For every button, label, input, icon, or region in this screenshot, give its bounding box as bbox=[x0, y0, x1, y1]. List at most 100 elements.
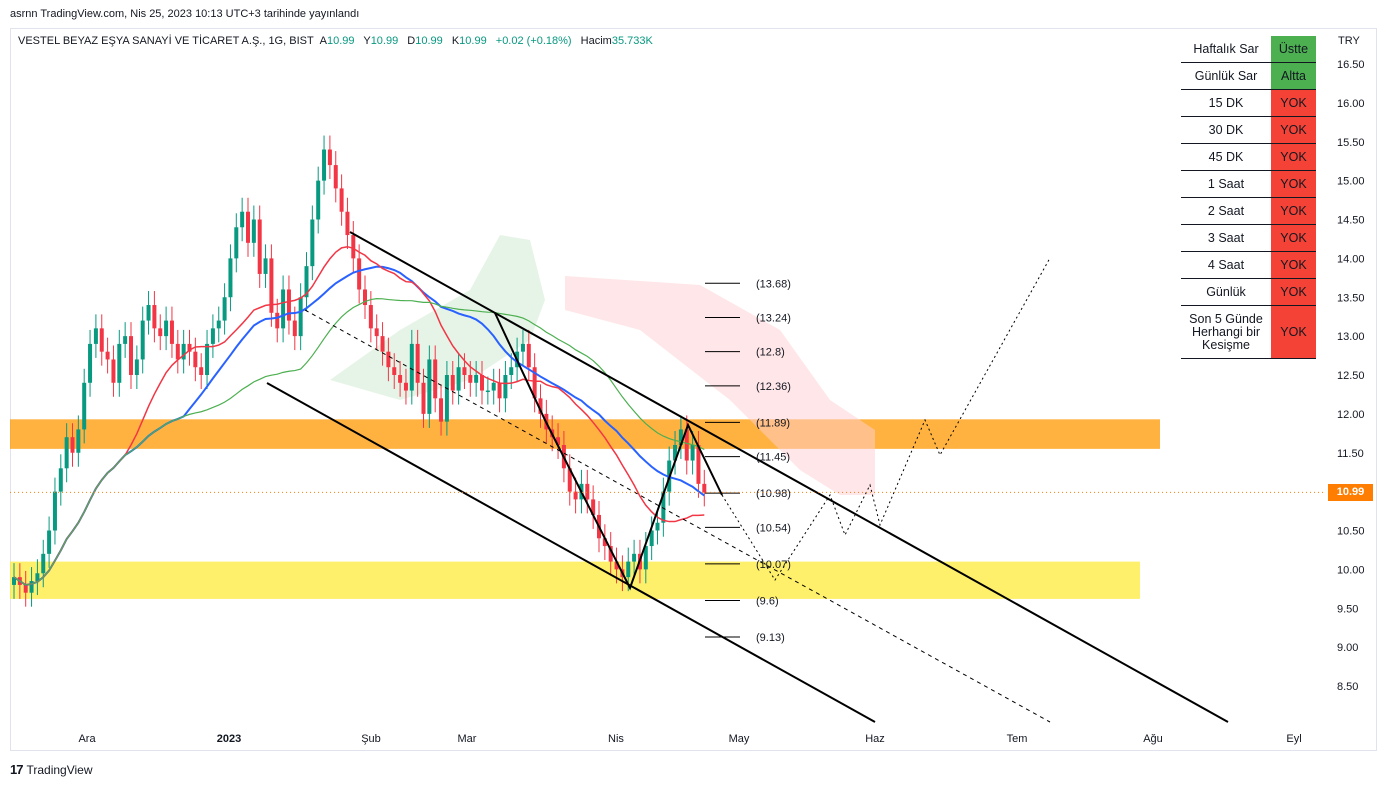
candle-body bbox=[29, 581, 34, 593]
candle-body bbox=[99, 328, 104, 352]
candle-body bbox=[702, 483, 707, 493]
brand-text: TradingView bbox=[26, 762, 93, 777]
candle-body bbox=[58, 468, 63, 492]
candle-body bbox=[673, 444, 678, 461]
y-tick-label: 16.00 bbox=[1337, 98, 1365, 110]
chart-frame[interactable] bbox=[10, 28, 1377, 751]
candle-body bbox=[509, 367, 514, 375]
candle-body bbox=[386, 351, 391, 368]
candle-body bbox=[462, 367, 467, 375]
x-tick-label: Ağu bbox=[1143, 733, 1163, 745]
symbol-legend: VESTEL BEYAZ EŞYA SANAYİ VE TİCARET A.Ş.… bbox=[18, 35, 659, 47]
candle-body bbox=[257, 219, 262, 274]
candle-body bbox=[322, 149, 327, 181]
candle-body bbox=[585, 483, 590, 500]
candle-body bbox=[246, 211, 250, 243]
signal-value: YOK bbox=[1271, 170, 1316, 198]
signal-label: Günlük Sar bbox=[1181, 62, 1271, 90]
candle-body bbox=[626, 561, 631, 578]
support-zone bbox=[10, 561, 1140, 599]
y-tick-label: 11.50 bbox=[1337, 448, 1364, 460]
candle-body bbox=[661, 491, 666, 523]
y-tick-label: 14.00 bbox=[1337, 253, 1365, 265]
candle-body bbox=[567, 468, 572, 492]
candle-body bbox=[193, 351, 198, 368]
x-tick-label: May bbox=[729, 733, 750, 745]
candle-body bbox=[298, 297, 303, 337]
candle-body bbox=[427, 359, 432, 414]
y-tick-label: 13.00 bbox=[1337, 331, 1365, 343]
open-label: A bbox=[319, 35, 327, 47]
candle-body bbox=[52, 491, 57, 531]
candle-body bbox=[269, 258, 274, 313]
signal-row: 2 Saat YOK bbox=[1181, 197, 1316, 225]
candle-body bbox=[520, 343, 525, 352]
signal-value: YOK bbox=[1271, 143, 1316, 171]
high-label: Y bbox=[363, 35, 371, 47]
close-label: K bbox=[451, 35, 460, 47]
candle-body bbox=[88, 343, 93, 383]
x-tick-label: Ara bbox=[78, 733, 96, 745]
candle-body bbox=[608, 546, 613, 562]
signal-label: 15 DK bbox=[1181, 89, 1271, 117]
x-tick-label: Mar bbox=[458, 733, 477, 745]
candle-body bbox=[491, 382, 496, 391]
candle-body bbox=[392, 367, 397, 375]
candle-body bbox=[485, 390, 490, 393]
candle-body bbox=[234, 227, 239, 259]
candle-body bbox=[327, 149, 332, 166]
candle-body bbox=[643, 546, 648, 570]
high-value: 10.99 bbox=[370, 35, 399, 47]
candle-body bbox=[684, 429, 689, 461]
signal-value: Üstte bbox=[1271, 36, 1316, 63]
y-tick-label: 12.00 bbox=[1337, 409, 1365, 421]
volume-label: Hacim bbox=[580, 35, 612, 47]
signal-value: YOK bbox=[1271, 116, 1316, 144]
candle-body bbox=[398, 375, 403, 383]
candle-body bbox=[503, 375, 508, 399]
candle-body bbox=[632, 553, 637, 562]
candle-body bbox=[146, 305, 151, 321]
publish-note: asrnn TradingView.com, Nis 25, 2023 10:1… bbox=[10, 8, 360, 20]
candle-body bbox=[415, 343, 420, 383]
candle-body bbox=[357, 258, 362, 290]
candle-body bbox=[538, 398, 543, 414]
change-value: +0.02 (+0.18%) bbox=[495, 35, 572, 47]
level-label: (13.24) bbox=[756, 312, 791, 324]
signal-row: 1 Saat YOK bbox=[1181, 170, 1316, 198]
candle-body bbox=[286, 289, 291, 321]
level-label: (11.45) bbox=[756, 452, 790, 464]
level-label: (10.07) bbox=[756, 559, 791, 571]
level-label: (10.54) bbox=[756, 522, 791, 534]
y-tick-label: 15.00 bbox=[1337, 176, 1365, 188]
candle-body bbox=[152, 305, 157, 329]
candle-body bbox=[187, 343, 192, 352]
level-label: (9.6) bbox=[756, 595, 779, 607]
candle-body bbox=[47, 530, 52, 554]
signal-row: Haftalık Sar Üstte bbox=[1181, 36, 1316, 63]
level-label: (11.89) bbox=[756, 417, 790, 429]
x-tick-label: 2023 bbox=[217, 733, 241, 745]
signal-row: Günlük YOK bbox=[1181, 278, 1316, 306]
candle-body bbox=[363, 289, 367, 306]
candle-body bbox=[140, 320, 145, 360]
candle-body bbox=[251, 219, 256, 243]
candle-body bbox=[93, 328, 98, 344]
candle-body bbox=[444, 375, 449, 422]
ma-red-line bbox=[13, 245, 705, 586]
signal-value: Altta bbox=[1271, 62, 1316, 90]
candle-body bbox=[310, 219, 315, 267]
candle-body bbox=[64, 437, 69, 469]
level-label: (12.36) bbox=[756, 381, 791, 393]
tradingview-logo-icon: 17 bbox=[10, 762, 24, 777]
candle-body bbox=[556, 437, 561, 445]
y-tick-label: 14.50 bbox=[1337, 215, 1365, 227]
signal-row: 45 DK YOK bbox=[1181, 143, 1316, 171]
candle-body bbox=[70, 437, 75, 453]
candle-body bbox=[117, 343, 122, 383]
candle-body bbox=[573, 491, 578, 500]
signal-row: 4 Saat YOK bbox=[1181, 251, 1316, 279]
x-tick-label: Şub bbox=[361, 733, 381, 745]
resistance-zone bbox=[10, 419, 1160, 449]
